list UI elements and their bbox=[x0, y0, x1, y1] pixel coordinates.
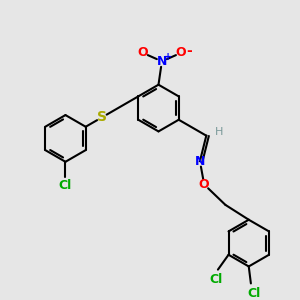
Text: O: O bbox=[199, 178, 209, 191]
Text: Cl: Cl bbox=[248, 287, 261, 300]
Text: N: N bbox=[195, 154, 205, 168]
Text: +: + bbox=[164, 52, 172, 62]
Text: O: O bbox=[176, 46, 186, 59]
Text: Cl: Cl bbox=[59, 179, 72, 192]
Text: H: H bbox=[215, 127, 223, 137]
Text: N: N bbox=[157, 55, 167, 68]
Text: S: S bbox=[97, 110, 107, 124]
Text: O: O bbox=[137, 46, 148, 59]
Text: -: - bbox=[186, 44, 191, 58]
Text: Cl: Cl bbox=[209, 273, 222, 286]
